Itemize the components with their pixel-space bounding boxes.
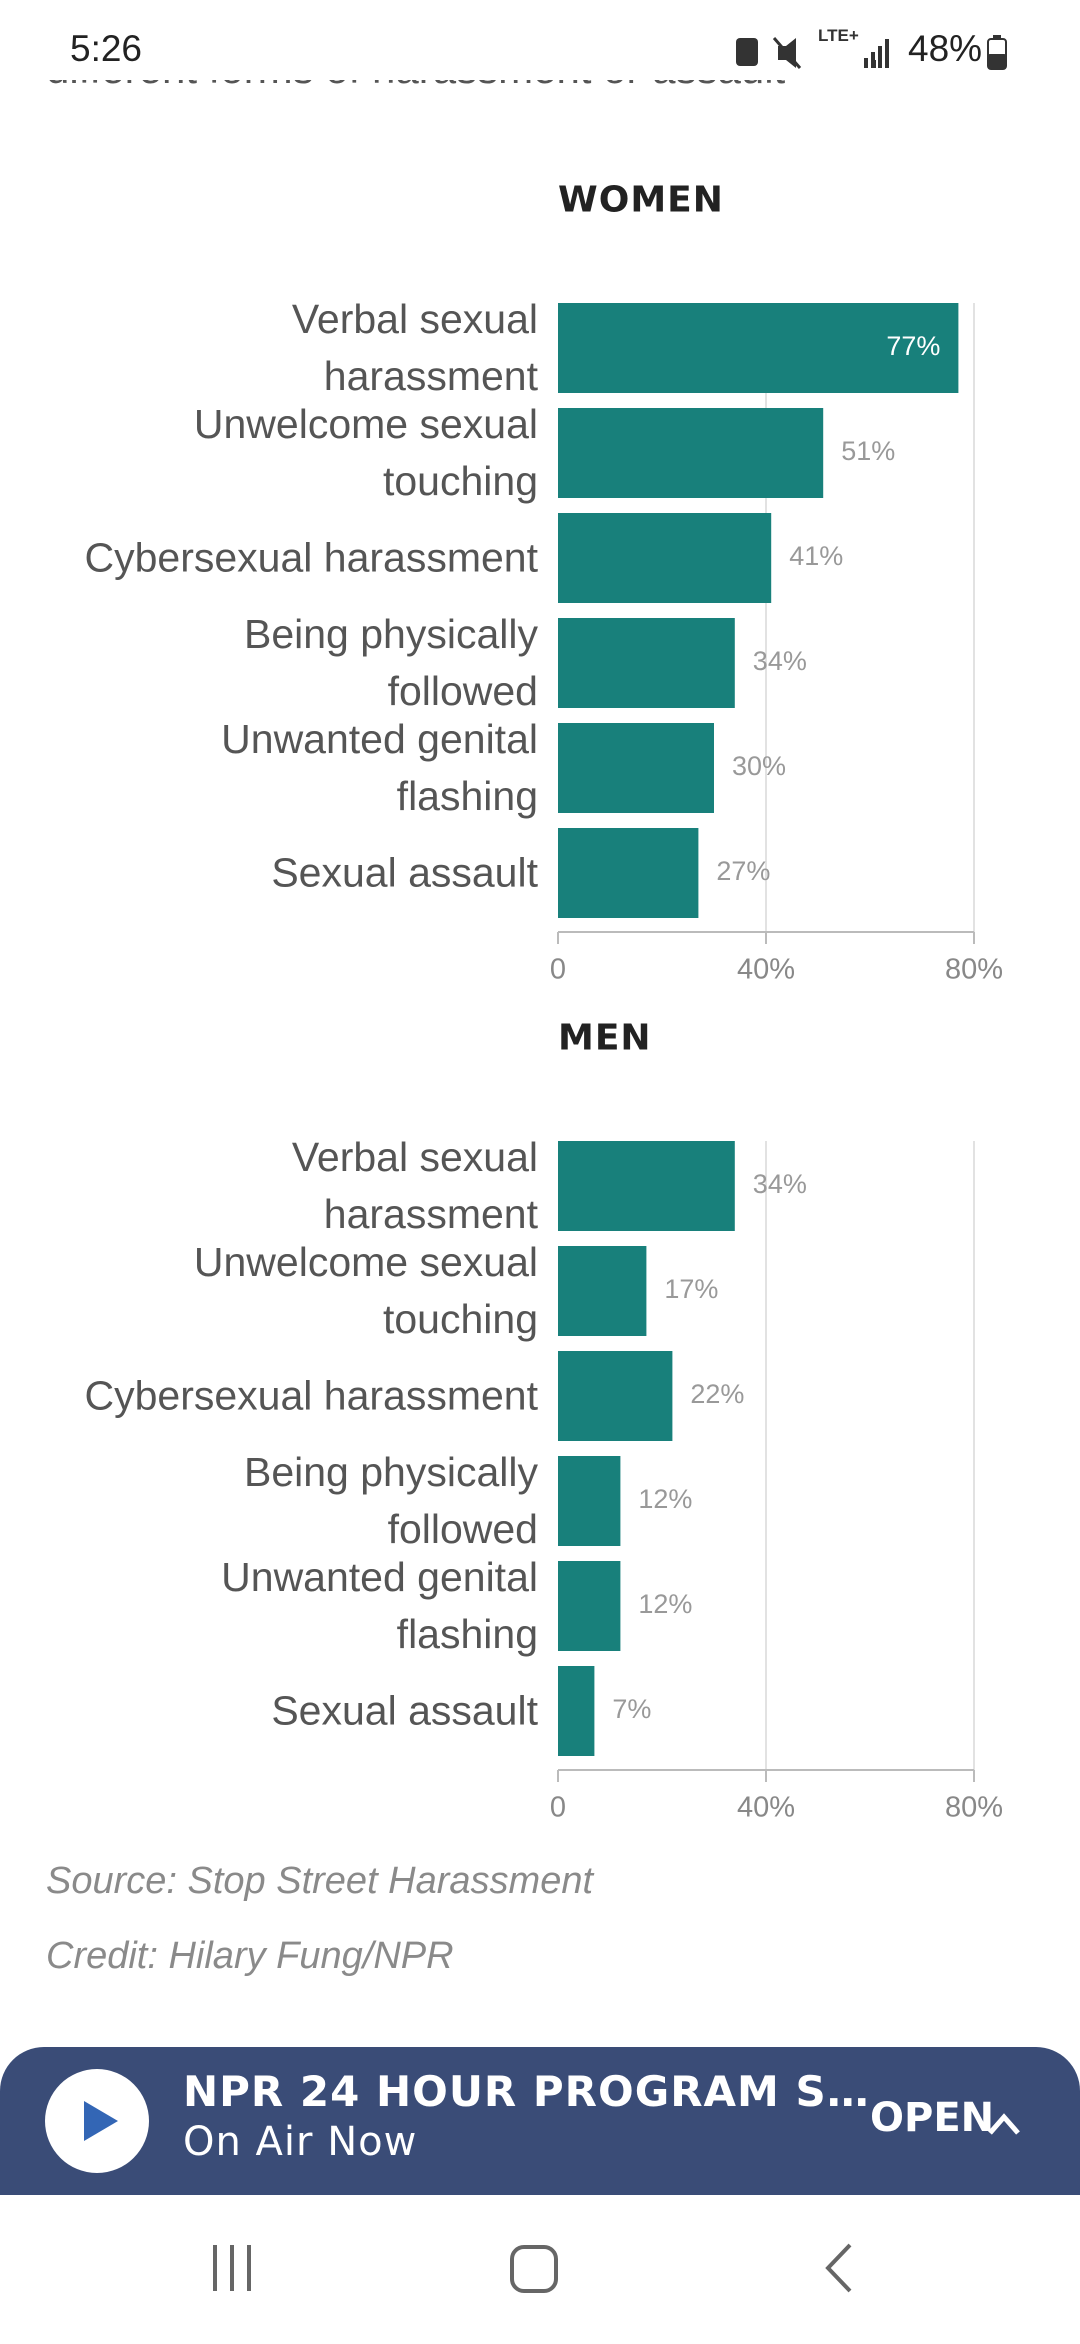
bar	[558, 618, 735, 708]
back-button[interactable]	[825, 2243, 852, 2293]
bar	[558, 723, 714, 813]
value-label: 41%	[789, 541, 843, 571]
bar	[558, 408, 824, 498]
value-label: 12%	[638, 1589, 692, 1619]
clock: 5:26	[70, 28, 143, 69]
x-tick-label: 80%	[945, 1792, 1003, 1824]
navigation-bar	[0, 2195, 1080, 2340]
category-label: Cybersexual harassment	[84, 534, 538, 581]
battery-icon	[987, 35, 1007, 70]
value-label: 17%	[664, 1274, 718, 1304]
value-label: 51%	[841, 436, 895, 466]
value-label: 34%	[753, 646, 807, 676]
category-label: Verbal sexual harassment	[291, 296, 538, 399]
category-label: Sexual assault	[271, 1687, 538, 1734]
category-label: Being physically followed	[244, 1449, 538, 1552]
x-tick-label: 80%	[945, 954, 1003, 986]
expand-caret[interactable]	[986, 2109, 1022, 2139]
program-title: NPR 24 HOUR PROGRAM S…	[183, 2067, 870, 2116]
battery-level: 48%	[908, 28, 983, 69]
category-label: Verbal sexual harassment	[291, 1134, 538, 1237]
chart-title: WOMEN	[558, 179, 724, 221]
program-subtitle: On Air Now	[183, 2119, 418, 2165]
value-label: 22%	[690, 1379, 744, 1409]
value-label: 30%	[732, 751, 786, 781]
bar	[558, 1456, 621, 1546]
x-tick-label: 40%	[737, 1792, 795, 1824]
open-button[interactable]: OPEN	[870, 2095, 995, 2141]
category-label: Being physically followed	[244, 611, 538, 714]
play-button[interactable]	[44, 2068, 150, 2174]
category-label: Unwanted genital flashing	[221, 716, 538, 819]
status-icons	[736, 37, 882, 69]
x-tick-label: 0	[550, 954, 566, 986]
bar	[558, 1141, 735, 1231]
value-label: 77%	[886, 331, 940, 361]
network: LTE+	[818, 26, 859, 45]
category-label: Unwelcome sexual touching	[193, 401, 538, 504]
value-label: 27%	[716, 856, 770, 886]
value-label: 12%	[638, 1484, 692, 1514]
signal-bars	[864, 39, 889, 68]
nav-icons	[213, 2243, 852, 2293]
signal	[878, 46, 882, 68]
value-label: 34%	[753, 1169, 807, 1199]
signal	[864, 58, 868, 68]
category-label: Unwanted genital flashing	[221, 1554, 538, 1657]
mute-slash	[772, 37, 802, 69]
home-button[interactable]	[510, 2245, 558, 2293]
bar	[558, 303, 959, 393]
bar	[558, 1561, 621, 1651]
value-label: 7%	[612, 1694, 651, 1724]
app-icon	[736, 38, 758, 66]
source: Source: Stop Street Harassment	[46, 1860, 594, 1902]
bar	[558, 513, 772, 603]
bar	[558, 1351, 673, 1441]
category-label: Unwelcome sexual touching	[193, 1239, 538, 1342]
bar	[558, 1666, 595, 1756]
category-label: Cybersexual harassment	[84, 1372, 538, 1419]
credit: Credit: Hilary Fung/NPR	[46, 1935, 454, 1977]
bar	[558, 1246, 647, 1336]
category-label: Sexual assault	[271, 849, 538, 896]
bar	[558, 828, 699, 918]
signal	[871, 52, 875, 68]
signal	[885, 39, 889, 68]
x-tick-label: 40%	[737, 954, 795, 986]
x-tick-label: 0	[550, 1792, 566, 1824]
status-bar: 5:26 LTE+ 48%	[0, 0, 1080, 80]
chart-title: MEN	[558, 1017, 652, 1059]
audio-player[interactable]: NPR 24 HOUR PROGRAM S… On Air Now OPEN	[0, 2047, 1080, 2195]
